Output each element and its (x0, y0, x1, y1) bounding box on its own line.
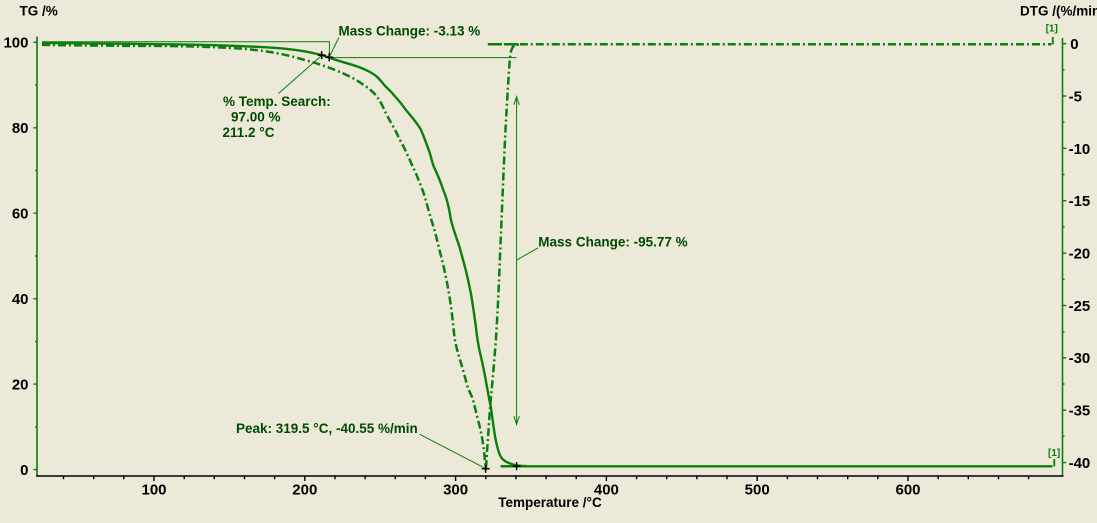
svg-text:-30: -30 (1069, 350, 1091, 367)
svg-text:DTG /(%/min): DTG /(%/min) (1020, 4, 1097, 19)
svg-text:600: 600 (895, 482, 920, 499)
svg-text:0: 0 (1070, 36, 1078, 53)
svg-text:-10: -10 (1069, 141, 1091, 158)
svg-text:400: 400 (594, 482, 619, 499)
svg-text:300: 300 (443, 482, 468, 499)
svg-text:-20: -20 (1069, 246, 1091, 263)
svg-text:Peak: 319.5 °C, -40.55 %/min: Peak: 319.5 °C, -40.55 %/min (236, 421, 418, 436)
svg-text:500: 500 (745, 482, 770, 499)
svg-text:[1]: [1] (1048, 448, 1060, 459)
svg-text:80: 80 (12, 120, 29, 137)
svg-text:40: 40 (12, 291, 29, 308)
svg-text:Mass Change: -3.13 %: Mass Change: -3.13 % (339, 24, 481, 39)
svg-text:TG /%: TG /% (20, 4, 58, 19)
svg-text:-5: -5 (1069, 88, 1082, 105)
svg-text:97.00 %: 97.00 % (231, 110, 281, 125)
svg-text:% Temp. Search:: % Temp. Search: (223, 94, 331, 109)
svg-text:200: 200 (292, 482, 317, 499)
svg-text:-25: -25 (1069, 298, 1091, 315)
svg-text:-40: -40 (1069, 455, 1091, 472)
svg-text:20: 20 (12, 377, 29, 394)
svg-text:Mass Change: -95.77 %: Mass Change: -95.77 % (538, 235, 687, 250)
svg-text:100: 100 (141, 482, 166, 499)
svg-text:-35: -35 (1069, 403, 1091, 420)
svg-text:211.2 °C: 211.2 °C (223, 125, 275, 140)
svg-text:0: 0 (20, 462, 28, 479)
svg-text:100: 100 (3, 35, 28, 52)
svg-text:60: 60 (12, 206, 29, 223)
svg-text:Temperature /°C: Temperature /°C (498, 495, 602, 510)
svg-text:[1]: [1] (1046, 24, 1058, 35)
svg-text:-15: -15 (1069, 193, 1091, 210)
